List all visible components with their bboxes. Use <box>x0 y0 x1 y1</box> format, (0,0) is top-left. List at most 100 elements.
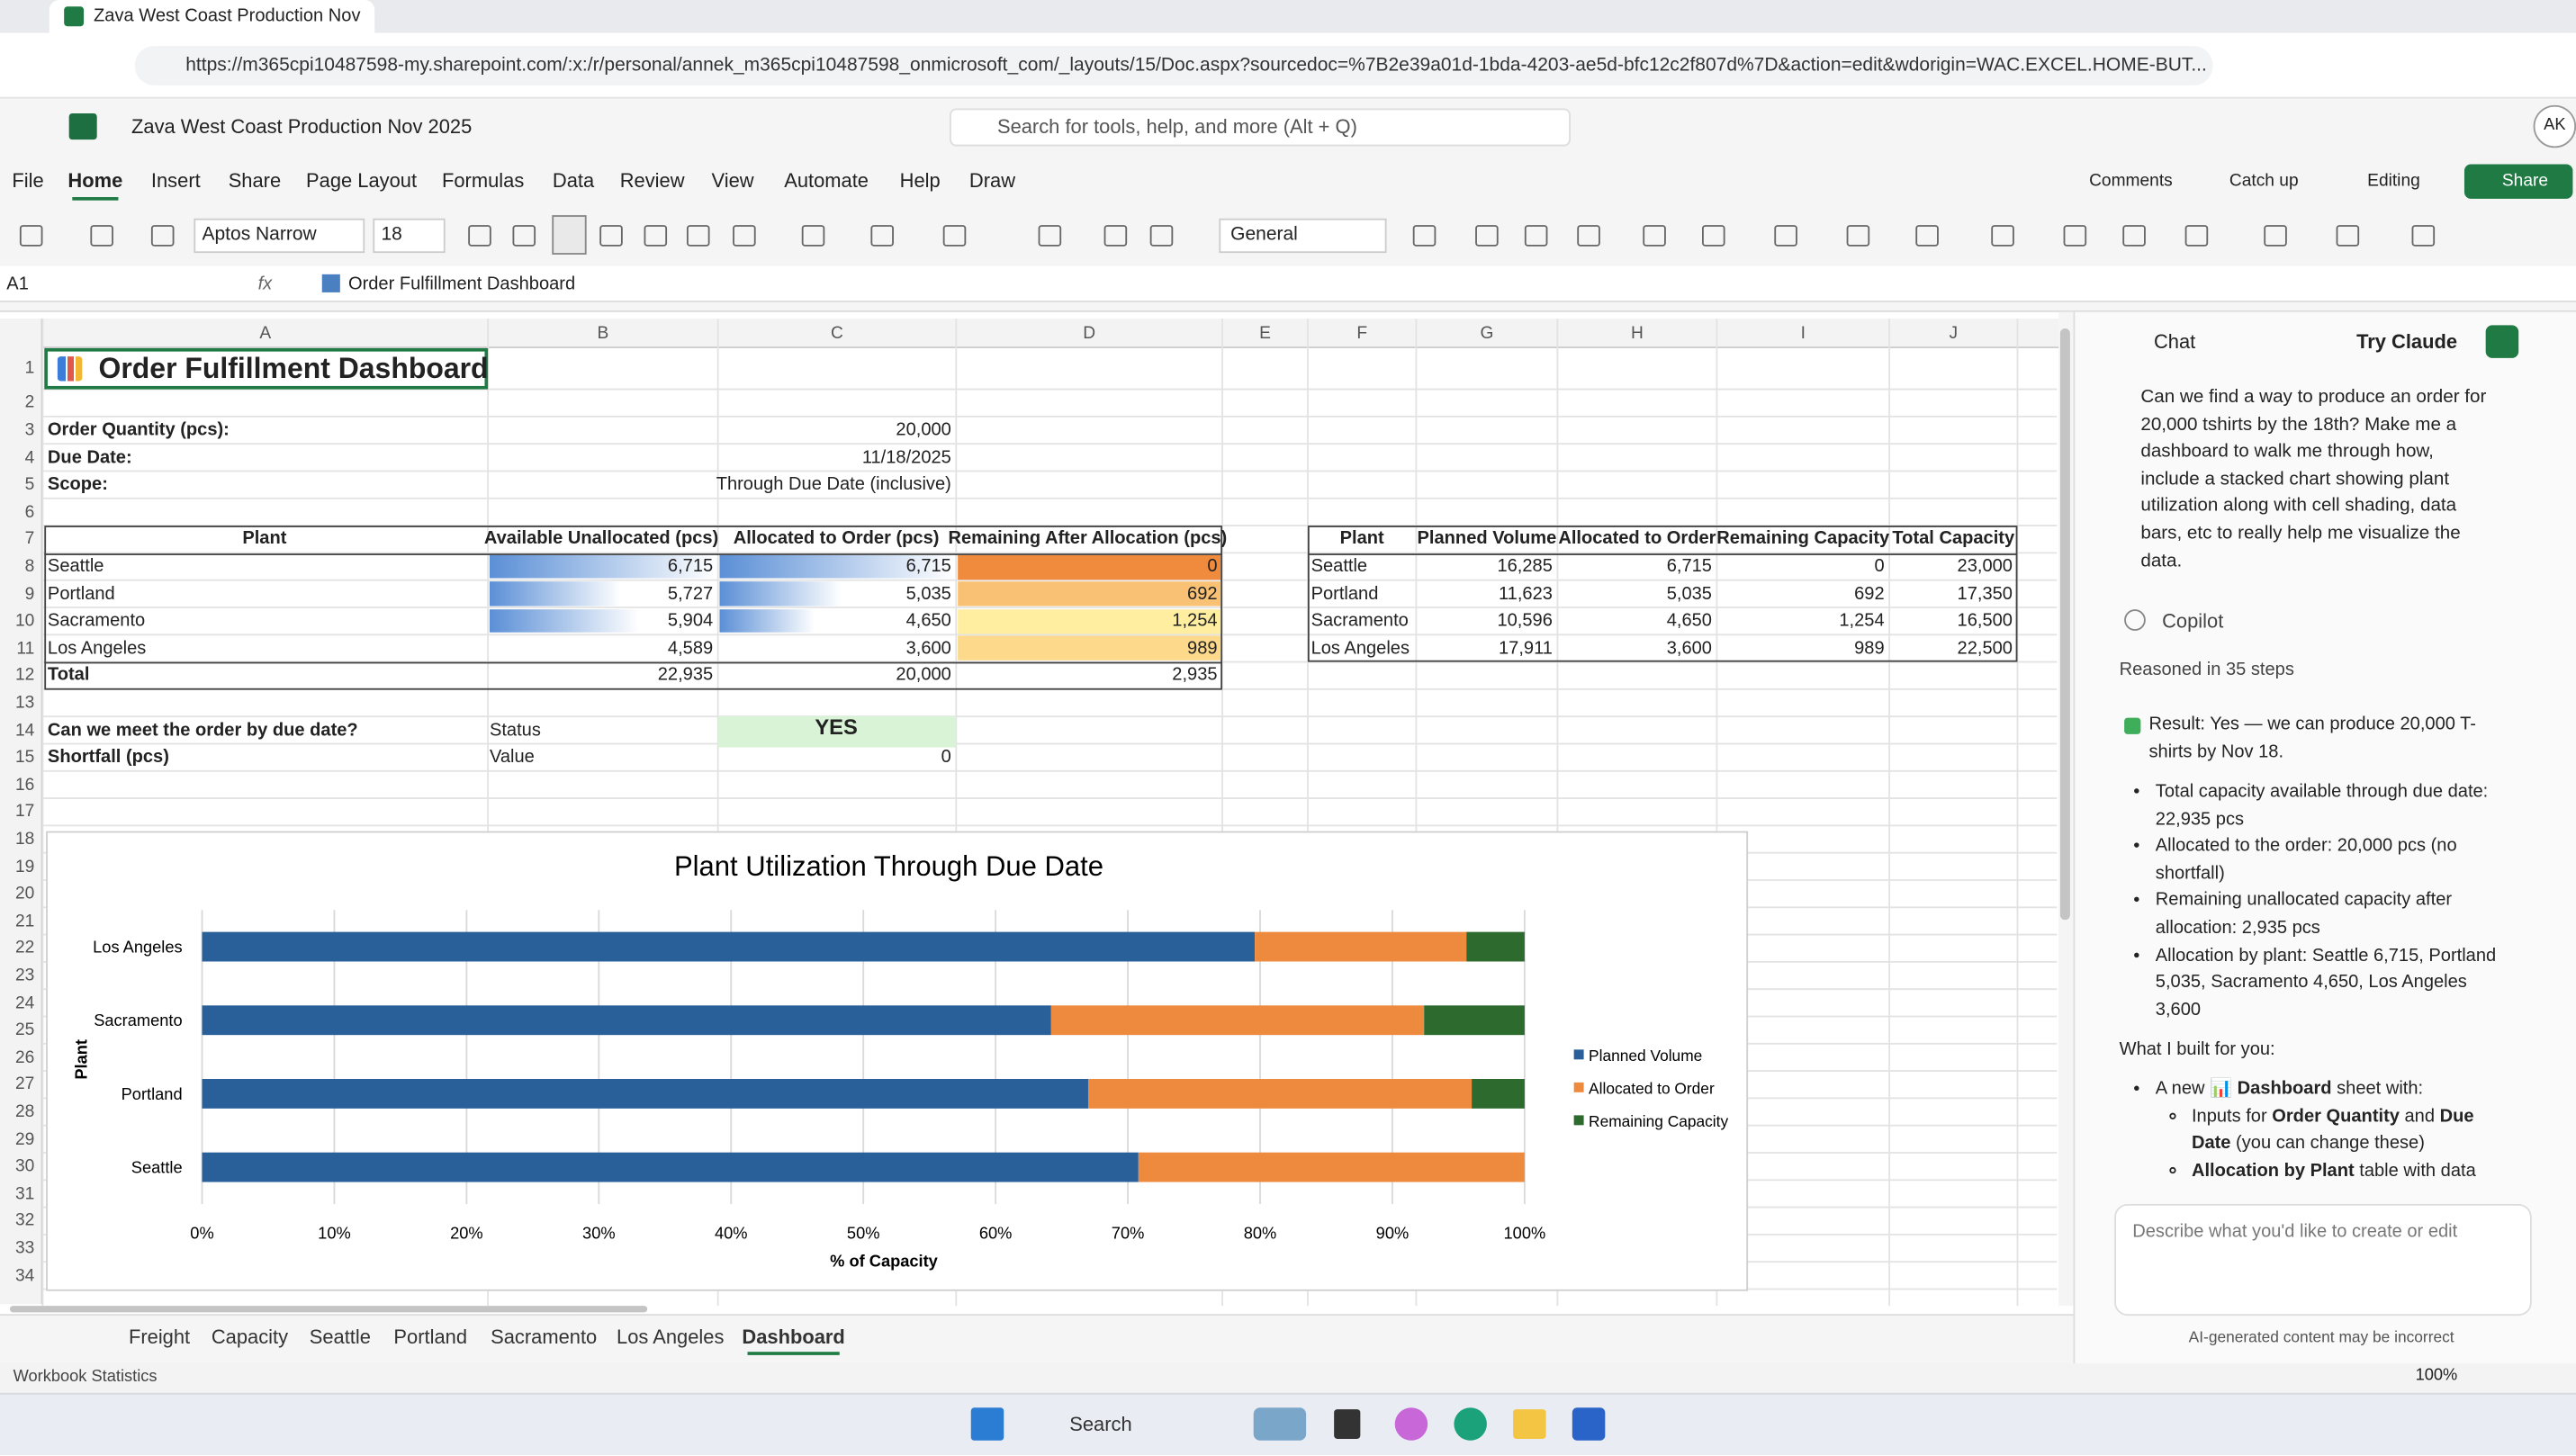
row-header: 31 <box>15 1181 34 1207</box>
input-placeholder[interactable]: Describe what you'd like to create or ed… <box>2132 1218 2457 1245</box>
sheet-tab[interactable]: Freight <box>129 1324 190 1350</box>
taskbar-search[interactable]: Search <box>1069 1411 1131 1437</box>
ribbon-button[interactable]: Catch up <box>2229 167 2299 193</box>
ribbon-tab[interactable]: Review <box>620 167 685 193</box>
table-cell: 5,035 <box>906 580 951 607</box>
row-header: 22 <box>15 935 34 961</box>
column-header: H <box>1631 320 1644 346</box>
ribbon-button[interactable]: Editing <box>2367 167 2420 193</box>
row-header: 8 <box>25 553 35 580</box>
x-tick-label: 10% <box>318 1223 351 1242</box>
toolbar-icon <box>1991 225 2014 247</box>
font-name[interactable]: Aptos Narrow <box>203 221 317 247</box>
fx-label: fx <box>258 271 273 297</box>
formula-icon <box>322 274 340 292</box>
sheet-tab[interactable]: Dashboard <box>742 1324 844 1350</box>
reasoning-toggle[interactable]: Reasoned in 35 steps <box>2120 657 2294 683</box>
taskbar-app[interactable] <box>1395 1407 1428 1441</box>
bar-segment <box>203 932 1256 962</box>
legend-swatch <box>1574 1115 1584 1125</box>
y-axis-label: Plant <box>72 1039 91 1080</box>
chat-scroll: Can we find a way to produce an order fo… <box>2110 378 2540 1200</box>
bar-segment <box>1466 932 1525 962</box>
row-header: 6 <box>25 499 35 525</box>
sheet-tab[interactable]: Capacity <box>212 1324 288 1350</box>
toolbar-icon <box>2264 225 2287 247</box>
avatar: AK <box>2544 113 2565 139</box>
ribbon-tab[interactable]: Draw <box>969 167 1015 193</box>
row-header: 4 <box>25 445 35 471</box>
toolbar-icon <box>1413 225 1437 247</box>
text: Inputs for <box>2192 1107 2272 1127</box>
table-cell: 6,715 <box>1667 553 1712 580</box>
taskbar-app[interactable] <box>1454 1407 1487 1441</box>
new-chat-button[interactable] <box>2486 325 2519 358</box>
built-sublist: Inputs for Order Quantity and Due Date (… <box>2156 1103 2514 1185</box>
disclaimer: AI-generated content may be incorrect <box>2189 1326 2454 1352</box>
input-label: Order Quantity (pcs): <box>48 417 230 443</box>
browser-tab-title[interactable]: Zava West Coast Production Nov <box>94 4 360 30</box>
try-button[interactable]: Try Claude <box>2356 328 2457 355</box>
row-header: 21 <box>15 908 34 934</box>
row-header: 13 <box>15 689 34 715</box>
font-size[interactable]: 18 <box>381 221 401 247</box>
ribbon-tab[interactable]: File <box>12 167 43 193</box>
active-sheet-underline <box>748 1352 840 1355</box>
table-cell: 1,254 <box>1839 608 1884 634</box>
taskbar-app[interactable] <box>1334 1409 1360 1439</box>
row-header: 20 <box>15 881 34 907</box>
ribbon-tab[interactable]: Share <box>229 167 281 193</box>
total-cell: 20,000 <box>896 662 950 688</box>
legend-swatch <box>1574 1049 1584 1059</box>
ribbon-tab[interactable]: Help <box>900 167 941 193</box>
sheet-tab[interactable]: Portland <box>393 1324 467 1350</box>
bar-segment <box>203 1079 1088 1109</box>
table-header: Plant <box>242 526 286 553</box>
input-label: Scope: <box>48 472 108 498</box>
ribbon-tab[interactable]: Automate <box>784 167 869 193</box>
active-tab-underline <box>72 197 118 201</box>
bar-segment <box>1472 1079 1525 1109</box>
x-axis-label: % of Capacity <box>830 1251 939 1270</box>
toolbar-icon <box>1915 225 1939 247</box>
bar-segment <box>1424 1005 1525 1035</box>
table-cell: 17,911 <box>1499 635 1553 661</box>
ribbon-tab[interactable]: View <box>712 167 754 193</box>
ribbon-tab[interactable]: Data <box>553 167 594 193</box>
ribbon-tab[interactable]: Home <box>68 167 122 193</box>
taskbar-app[interactable] <box>1254 1407 1306 1441</box>
column-header: E <box>1259 320 1271 346</box>
data-bar <box>490 609 638 634</box>
file-name: Zava West Coast Production Nov 2025 <box>131 113 472 139</box>
row-header: 14 <box>15 717 34 743</box>
table-cell: 692 <box>1187 580 1218 607</box>
sheet-tab[interactable]: Sacramento <box>491 1324 597 1350</box>
ribbon-button[interactable]: Share <box>2502 167 2548 193</box>
ribbon-tab[interactable]: Page Layout <box>306 167 417 193</box>
data-bar <box>719 581 840 606</box>
input-value: 20,000 <box>896 417 950 443</box>
table-cell: 16,500 <box>1958 608 2013 634</box>
table-cell: 6,715 <box>906 553 951 580</box>
summary-item: Remaining unallocated capacity after all… <box>2156 887 2514 942</box>
ribbon-tab[interactable]: Insert <box>151 167 201 193</box>
toolbar-icon <box>1525 225 1548 247</box>
text: A new 📊 <box>2156 1079 2238 1099</box>
taskbar-app[interactable] <box>1572 1407 1606 1441</box>
toolbar-icon <box>1643 225 1666 247</box>
start-button[interactable] <box>971 1407 1004 1441</box>
sheet-tab[interactable]: Seattle <box>310 1324 371 1350</box>
row-header: 19 <box>15 853 34 879</box>
built-subitem: Inputs for Order Quantity and Due Date (… <box>2192 1103 2514 1158</box>
sheet-tab[interactable]: Los Angeles <box>617 1324 724 1350</box>
number-format[interactable]: General <box>1230 221 1298 247</box>
search-placeholder[interactable]: Search for tools, help, and more (Alt + … <box>997 113 1357 139</box>
zoom[interactable]: 100% <box>2416 1363 2458 1389</box>
ribbon-button[interactable]: Comments <box>2089 167 2173 193</box>
taskbar-app[interactable] <box>1513 1409 1546 1439</box>
table-cell: 11,623 <box>1499 580 1553 607</box>
ribbon-tab[interactable]: Formulas <box>442 167 524 193</box>
name-box[interactable]: A1 <box>6 271 29 297</box>
toolbar-icon <box>943 225 967 247</box>
table-cell: 989 <box>1187 635 1218 661</box>
